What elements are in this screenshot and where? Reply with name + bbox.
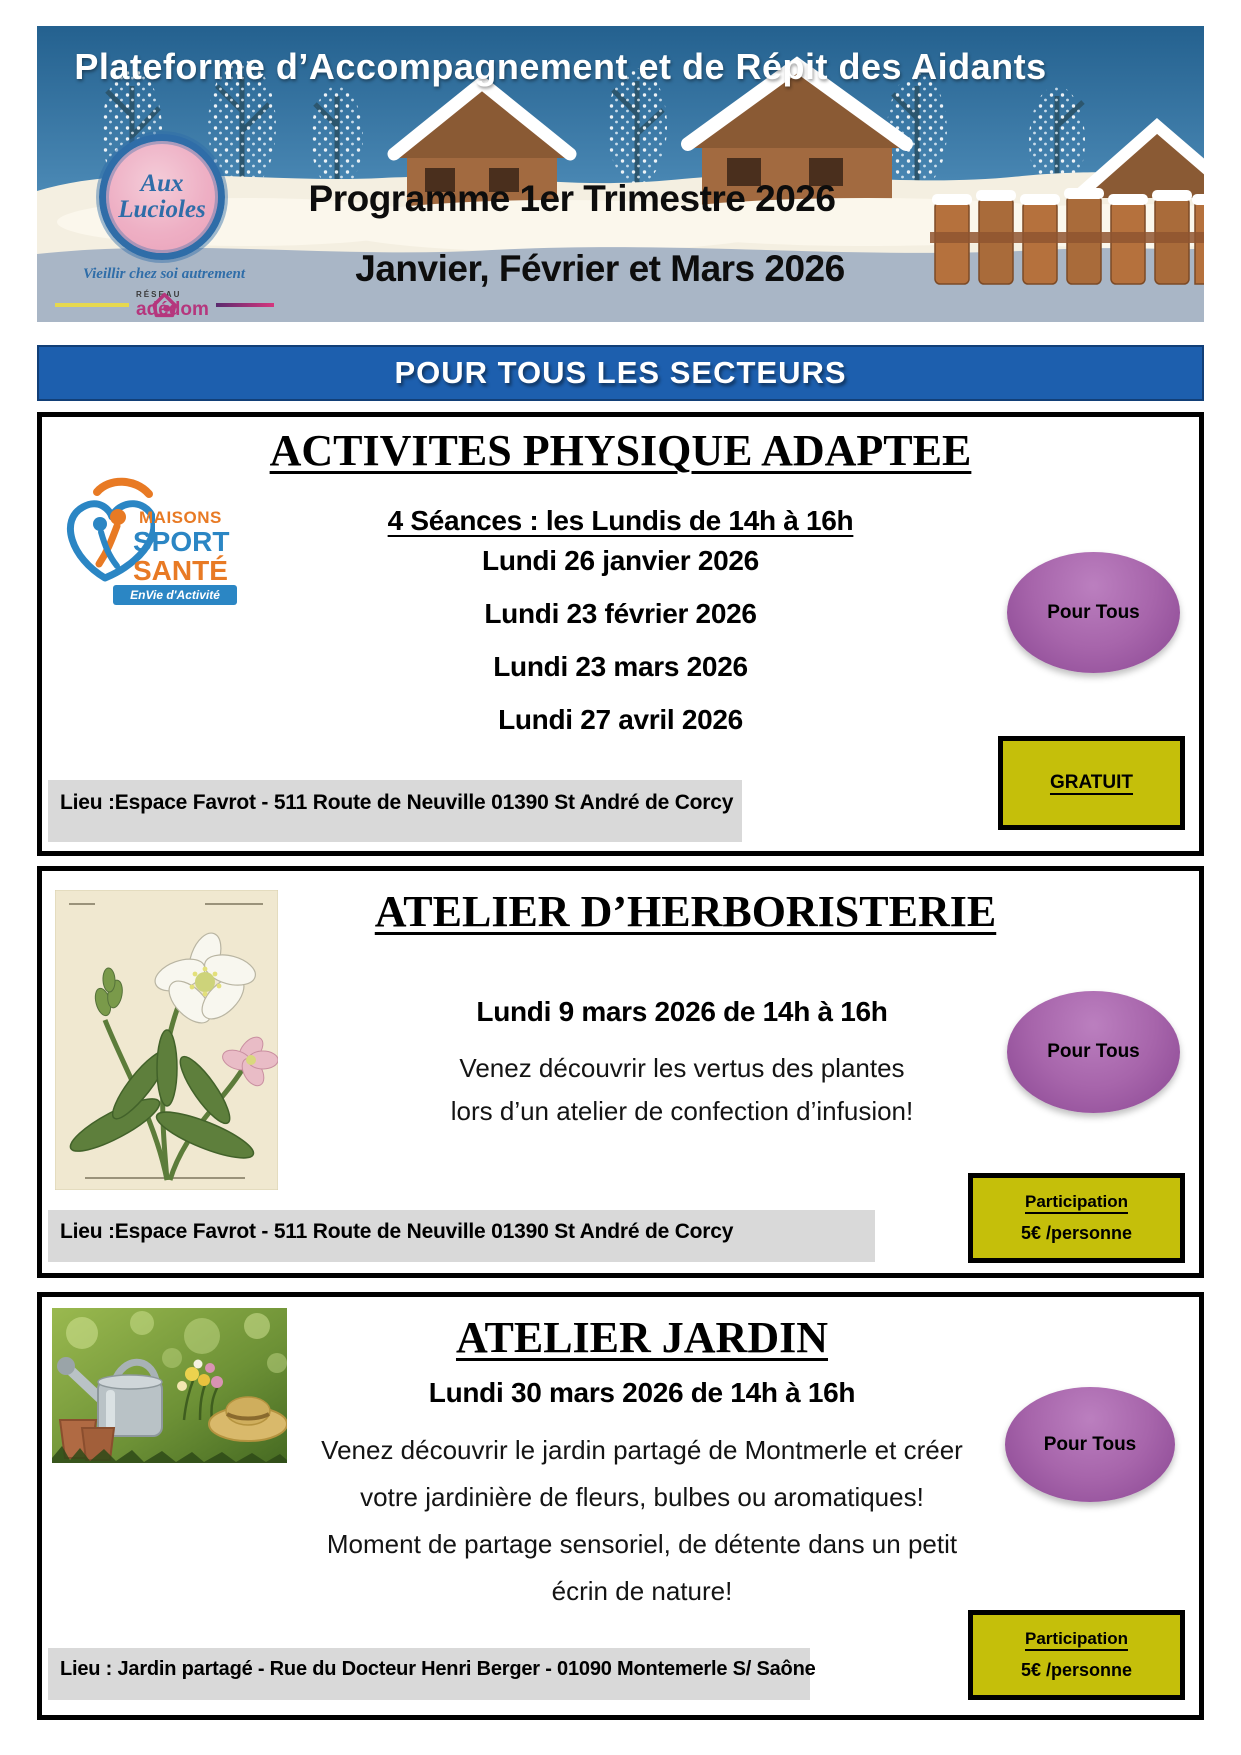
- pink-rule: [215, 303, 274, 307]
- page-title: Plateforme d’Accompagnement et de Répit …: [74, 46, 1047, 87]
- section-title: ACTIVITES PHYSIQUE ADAPTEE: [269, 426, 972, 475]
- description-line: lors d’un atelier de confection d’infusi…: [450, 1096, 914, 1126]
- participation-box: Participation 5€ /personne: [968, 1610, 1185, 1700]
- session-date-2: Lundi 23 février 2026: [484, 598, 757, 629]
- price-line-1: Participation: [1025, 1192, 1128, 1211]
- description-line: votre jardinière de fleurs, bulbes ou ar…: [360, 1482, 924, 1512]
- gratuit-box: GRATUIT: [998, 736, 1185, 830]
- seances-subtitle: 4 Séances : les Lundis de 14h à 16h: [387, 505, 854, 536]
- logo-tagline: Vieillir chez soi autrement: [82, 266, 246, 282]
- description-line: Venez découvrir le jardin partagé de Mon…: [321, 1435, 963, 1465]
- mss-word-sport: SPORT: [133, 526, 230, 557]
- event-date-line: Lundi 9 mars 2026 de 14h à 16h: [476, 996, 888, 1027]
- winter-scene-illustration: [37, 26, 1204, 322]
- adedom-logo: RÉSEAU adédom: [55, 290, 274, 320]
- section-title: ATELIER JARDIN: [455, 1313, 829, 1362]
- price-line-2: 5€ /personne: [1020, 1223, 1133, 1243]
- reseau-label: RÉSEAU: [136, 290, 182, 299]
- pour-tous-badge: Pour Tous: [1007, 552, 1180, 673]
- logo-name-line2: Lucioles: [118, 196, 206, 223]
- description-line: Moment de partage sensoriel, de détente …: [326, 1529, 958, 1559]
- program-title-line1: Programme 1er Trimestre 2026: [308, 178, 836, 219]
- section-title: ATELIER D’HERBORISTERIE: [374, 887, 997, 936]
- location-bar: Lieu :Espace Favrot - 511 Route de Neuvi…: [48, 1210, 875, 1262]
- section-jardin: ATELIER JARDIN Lundi 30 mars 2026 de 14h…: [37, 1292, 1204, 1720]
- session-date-1: Lundi 26 janvier 2026: [482, 545, 759, 576]
- participation-box: Participation 5€ /personne: [968, 1173, 1185, 1263]
- section-herboristerie: ATELIER D’HERBORISTERIE Lundi 9 mars 202…: [37, 866, 1204, 1278]
- pour-tous-badge: Pour Tous: [1005, 1387, 1175, 1502]
- location-bar: Lieu : Jardin partagé - Rue du Docteur H…: [48, 1648, 816, 1700]
- session-date-3: Lundi 23 mars 2026: [493, 651, 748, 682]
- program-title-line2: Janvier, Février et Mars 2026: [355, 248, 845, 289]
- header-photo: Plateforme d’Accompagnement et de Répit …: [37, 26, 1204, 322]
- event-date-line: Lundi 30 mars 2026 de 14h à 16h: [428, 1377, 856, 1408]
- mss-word-sante: SANTÉ: [133, 555, 228, 586]
- mss-banner: EnVie d'Activité: [113, 585, 237, 605]
- location-bar: Lieu :Espace Favrot - 511 Route de Neuvi…: [48, 780, 742, 842]
- aux-lucioles-logo: Aux Lucioles: [99, 134, 225, 260]
- price-line-1: Participation: [1025, 1629, 1128, 1648]
- pour-tous-badge: Pour Tous: [1007, 991, 1180, 1113]
- garden-photo-illustration: [52, 1308, 287, 1463]
- section-activites-physique: ACTIVITES PHYSIQUE ADAPTEE MAISONS SPORT…: [37, 412, 1204, 856]
- maisons-sport-sante-logo: MAISONS SPORT SANTÉ EnVie d'Activité: [55, 470, 245, 610]
- plant-illustration: [55, 890, 278, 1190]
- price-line: GRATUIT: [1049, 772, 1134, 793]
- mss-word-maisons: MAISONS: [139, 508, 222, 527]
- yellow-rule: [55, 303, 129, 307]
- price-line-2: 5€ /personne: [1020, 1660, 1133, 1680]
- sector-banner: POUR TOUS LES SECTEURS: [37, 345, 1204, 401]
- description-line: écrin de nature!: [551, 1576, 733, 1606]
- session-date-4: Lundi 27 avril 2026: [498, 704, 743, 735]
- logo-name-line1: Aux: [140, 170, 184, 197]
- description-line: Venez découvrir les vertus des plantes: [459, 1053, 905, 1083]
- adedom-house-icon: [152, 292, 177, 318]
- mss-heart-icon: [66, 477, 158, 582]
